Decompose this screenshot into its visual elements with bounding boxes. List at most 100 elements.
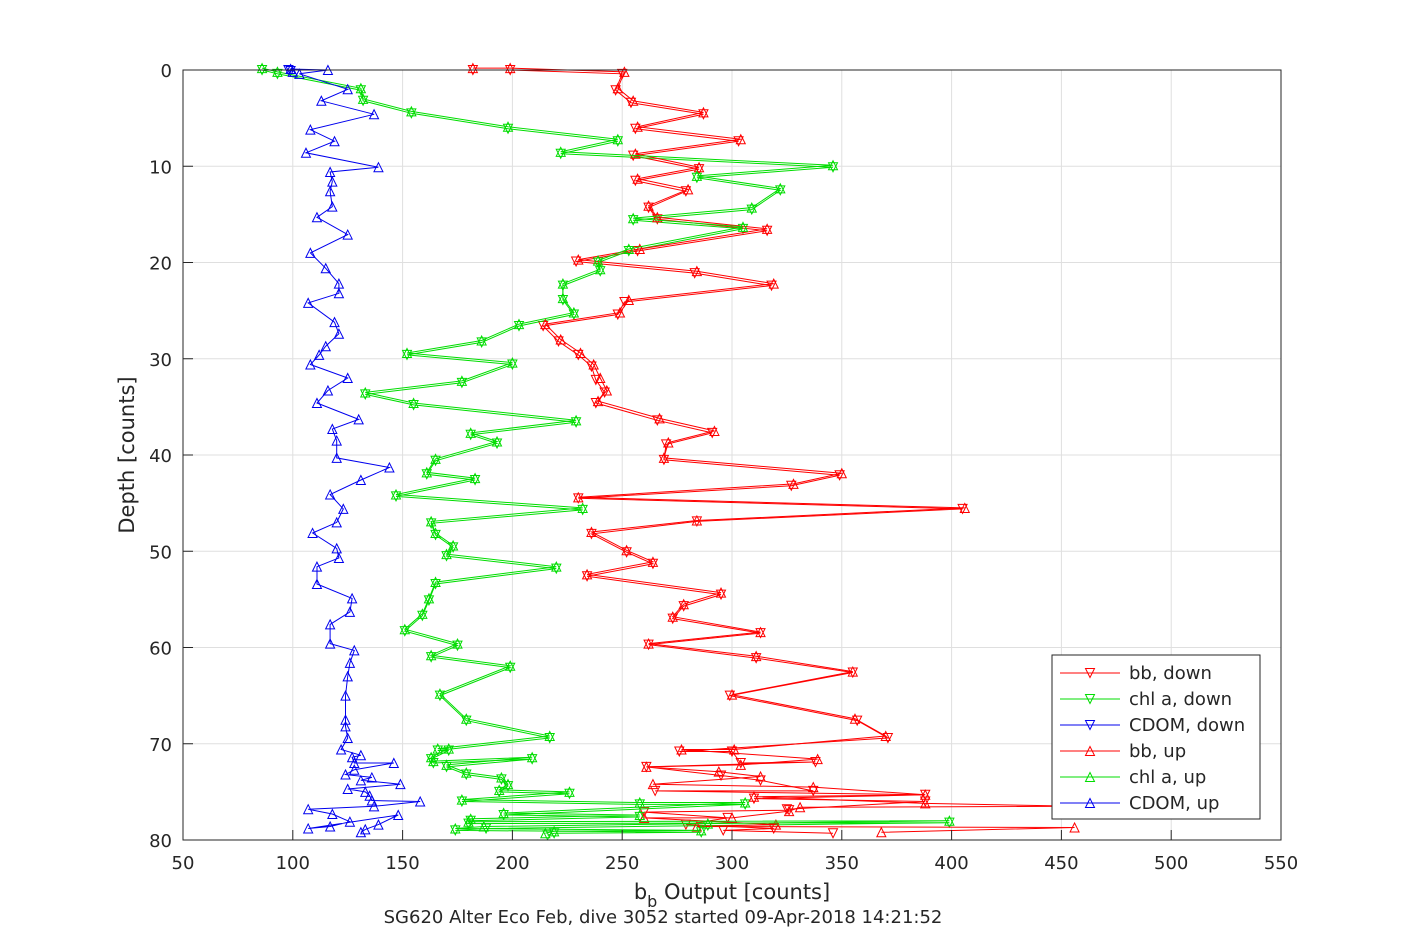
legend-label: CDOM, down <box>1129 715 1245 736</box>
data-point-marker <box>342 228 354 240</box>
y-tick-label: 60 <box>149 639 172 660</box>
x-axis-label: bb Output [counts] <box>634 880 830 911</box>
data-point-marker <box>693 164 705 175</box>
y-tick-label: 40 <box>149 446 172 467</box>
data-point-marker <box>619 66 630 77</box>
data-point-marker <box>335 743 347 755</box>
data-point-marker <box>630 123 641 135</box>
data-point-marker <box>557 280 569 292</box>
data-point-marker <box>302 803 314 815</box>
legend-item: bb, down <box>1060 663 1212 684</box>
legend-marker <box>1084 668 1096 679</box>
data-point-marker <box>327 423 338 435</box>
data-point-marker <box>421 469 433 480</box>
data-point-marker <box>294 68 305 79</box>
data-point-marker <box>320 340 332 352</box>
data-point-marker <box>592 257 604 269</box>
data-point-marker <box>599 387 610 399</box>
data-point-marker <box>827 162 839 173</box>
data-point-marker <box>504 62 516 74</box>
ticks <box>182 69 1282 841</box>
data-point-marker <box>333 287 345 299</box>
data-point-marker <box>544 730 556 742</box>
data-point-marker <box>359 386 371 398</box>
data-point-marker <box>614 306 626 318</box>
data-point-marker <box>623 243 635 255</box>
data-point-marker <box>460 713 472 724</box>
data-point-marker <box>632 245 643 257</box>
data-point-marker <box>737 223 749 235</box>
data-point-marker <box>788 478 799 489</box>
data-point-marker <box>311 561 323 572</box>
series-line <box>261 67 950 834</box>
data-point-marker <box>526 751 538 763</box>
data-point-marker <box>425 649 437 661</box>
series-layer <box>256 62 1085 841</box>
data-point-marker <box>355 774 367 786</box>
data-point-marker <box>285 65 296 77</box>
data-point-marker <box>849 713 861 724</box>
data-point-marker <box>447 542 459 554</box>
data-point-marker <box>443 742 455 754</box>
series-line <box>472 67 1080 833</box>
data-point-marker <box>502 121 514 132</box>
data-point-marker <box>594 263 606 275</box>
data-point-marker <box>766 280 777 292</box>
data-point-marker <box>476 334 487 346</box>
data-point-marker <box>750 650 762 662</box>
data-point-marker <box>682 183 694 195</box>
data-point-marker <box>452 638 463 649</box>
data-point-marker <box>695 824 707 836</box>
data-point-marker <box>548 825 560 837</box>
data-point-marker <box>654 412 665 424</box>
data-point-marker <box>432 742 444 754</box>
legend-item: CDOM, up <box>1060 793 1219 814</box>
data-point-marker <box>621 544 632 556</box>
data-point-marker <box>548 828 560 839</box>
legend-box <box>1051 654 1261 820</box>
legend-marker <box>1084 797 1096 808</box>
data-point-marker <box>570 256 582 268</box>
data-point-marker <box>340 768 351 780</box>
data-point-marker <box>311 397 323 409</box>
data-point-marker <box>812 753 823 765</box>
data-point-marker <box>577 504 588 516</box>
data-point-marker <box>652 415 663 426</box>
data-point-marker <box>324 185 336 197</box>
data-point-marker <box>357 93 369 104</box>
data-point-marker <box>632 121 643 132</box>
data-point-marker <box>794 801 806 813</box>
data-point-marker <box>327 176 338 187</box>
data-point-marker <box>768 278 780 289</box>
data-point-marker <box>594 372 606 383</box>
series-1 <box>256 65 955 841</box>
data-point-marker <box>691 265 703 277</box>
data-point-marker <box>285 63 296 75</box>
data-point-marker <box>748 791 760 802</box>
data-point-marker <box>770 818 782 830</box>
data-point-marker <box>557 292 569 304</box>
data-point-marker <box>647 558 659 570</box>
x-tick-label: 450 <box>1044 853 1078 874</box>
data-point-marker <box>456 377 468 389</box>
data-point-marker <box>612 309 624 321</box>
data-point-marker <box>592 254 604 266</box>
data-point-marker <box>460 769 472 781</box>
data-point-marker <box>526 754 538 765</box>
data-point-marker <box>327 808 338 820</box>
data-point-marker <box>632 173 643 184</box>
data-point-marker <box>469 475 481 486</box>
data-point-marker <box>364 790 375 801</box>
data-point-marker <box>469 472 481 484</box>
x-tick-label: 250 <box>605 853 639 874</box>
data-point-marker <box>456 375 468 386</box>
data-point-marker <box>366 771 378 783</box>
data-point-marker <box>368 108 380 120</box>
data-point-marker <box>649 785 661 797</box>
data-point-marker <box>709 425 720 436</box>
data-point-marker <box>441 548 452 560</box>
data-point-marker <box>676 743 687 755</box>
data-point-marker <box>430 527 441 538</box>
x-tick-label: 200 <box>495 853 529 874</box>
data-point-marker <box>331 516 343 528</box>
